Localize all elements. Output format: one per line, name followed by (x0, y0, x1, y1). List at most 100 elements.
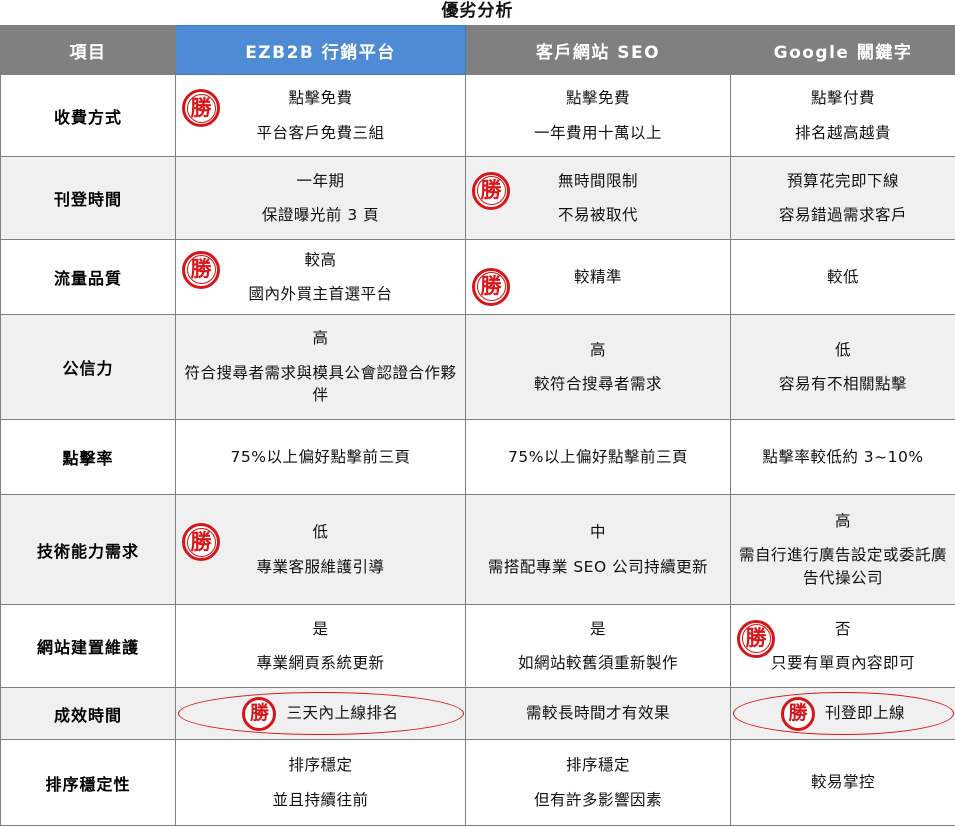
cell-content: 中需搭配專業 SEO 公司持續更新 (466, 515, 730, 584)
table-cell: 高需自行進行廣告設定或委託廣告代操公司 (730, 494, 955, 605)
cell-line: 點擊率較低約 3~10% (762, 447, 924, 466)
cell-line: 國內外買主首選平台 (248, 285, 393, 303)
cell-line: 排序穩定 (288, 756, 353, 775)
table-cell: 勝 點擊免費 平台客戶免費三組 (175, 74, 466, 157)
table-cell: 需較長時間才有效果 (465, 687, 731, 740)
cell-content: 勝刊登即上線 (731, 691, 955, 737)
table-body: 收費方式勝點擊免費 平台客戶免費三組 點擊免費 一年費用十萬以上 點擊付費 排名越高越貴刊… (0, 74, 955, 826)
win-seal-icon: 勝 (780, 696, 815, 731)
cell-line: 高 (834, 511, 851, 530)
cell-line: 點擊免費 (565, 89, 630, 108)
table-cell: 是專業網頁系統更新 (175, 604, 466, 688)
row-label: 收費方式 (0, 74, 176, 157)
cell-content: 是如網站較舊須重新製作 (466, 612, 730, 681)
column-header-ezb2b: EZB2B 行銷平台 (175, 25, 466, 75)
comparison-table: 項目 EZB2B 行銷平台 客戶網站 SEO Google 關鍵字 收費方式勝點… (0, 25, 955, 826)
cell-line: 容易錯過需求客戶 (778, 206, 907, 224)
cell-content: 較易掌控 (731, 765, 955, 799)
table-cell: 點擊付費排名越高越貴 (730, 74, 955, 157)
cell-content: 勝 低專業客服維護引導 (176, 515, 465, 584)
cell-line: 只要有單頁內容即可 (770, 654, 915, 672)
cell-content: 預算花完即下線 容易錯過需求客戶 (731, 164, 955, 233)
cell-line: 較易掌控 (810, 773, 875, 792)
table-row: 成效時間勝三天內上線排名 需較長時間才有效果勝刊登即上線 (0, 687, 955, 740)
cell-content: 勝 較精準 (466, 260, 730, 306)
table-cell: 75%以上偏好點擊前三頁 (175, 419, 466, 495)
win-seal-icon: 勝 (182, 89, 220, 128)
win-seal-icon: 勝 (737, 619, 775, 658)
row-label: 技術能力需求 (0, 494, 176, 605)
win-seal-icon: 勝 (242, 696, 277, 731)
win-seal-icon: 勝 (182, 250, 220, 289)
cell-line: 預算花完即下線 (786, 171, 899, 190)
cell-content: 點擊免費一年費用十萬以上 (466, 81, 730, 150)
cell-line: 是 (312, 619, 329, 638)
table-cell: 勝 較精準 (465, 239, 731, 315)
cell-line: 不易被取代 (557, 206, 638, 224)
cell-line: 一年費用十萬以上 (533, 123, 662, 142)
cell-content: 勝 無時間限制 不易被取代 (466, 164, 730, 233)
cell-content: 是專業網頁系統更新 (176, 612, 465, 681)
cell-line: 中 (589, 523, 606, 542)
table-cell: 較易掌控 (730, 739, 955, 826)
cell-line: 較符合搜尋者需求 (533, 375, 662, 393)
column-header-seo: 客戶網站 SEO (465, 25, 731, 75)
table-header-row: 項目 EZB2B 行銷平台 客戶網站 SEO Google 關鍵字 (0, 25, 955, 75)
table-row: 網站建置維護是專業網頁系統更新是如網站較舊須重新製作勝否只要有單頁內容即可 (0, 604, 955, 688)
table-cell: 預算花完即下線 容易錯過需求客戶 (730, 156, 955, 240)
cell-line: 低 (834, 340, 851, 359)
table-cell: 一年期保證曝光前 3 頁 (175, 156, 466, 240)
cell-content: 勝 否只要有單頁內容即可 (731, 612, 955, 681)
table-cell: 較低 (730, 239, 955, 315)
cell-content: 75%以上偏好點擊前三頁 (176, 440, 465, 474)
table-cell: 勝刊登即上線 (730, 687, 955, 740)
win-seal-icon: 勝 (472, 171, 510, 210)
table-row: 點擊率 75%以上偏好點擊前三頁 75%以上偏好點擊前三頁 點擊率較低約 3~10% (0, 419, 955, 495)
cell-content: 高符合搜尋者需求與模具公會認證合作夥伴 (176, 321, 465, 412)
cell-line: 較低 (826, 267, 859, 286)
table-row: 流量品質勝 較高國內外買主首選平台 勝較精準 較低 (0, 239, 955, 315)
table-row: 公信力高符合搜尋者需求與模具公會認證合作夥伴高較符合搜尋者需求低容易有不相關點擊 (0, 314, 955, 420)
row-label: 流量品質 (0, 239, 176, 315)
cell-content: 一年期保證曝光前 3 頁 (176, 164, 465, 233)
table-cell: 高符合搜尋者需求與模具公會認證合作夥伴 (175, 314, 466, 420)
cell-line: 刊登即上線 (824, 704, 905, 723)
cell-line: 高 (312, 329, 329, 348)
cell-line: 否 (834, 619, 851, 638)
table-cell: 點擊率較低約 3~10% (730, 419, 955, 495)
cell-line: 容易有不相關點擊 (778, 375, 907, 393)
cell-line: 75%以上偏好點擊前三頁 (230, 447, 411, 466)
cell-line: 低 (312, 523, 329, 542)
cell-line: 高 (589, 340, 606, 359)
cell-content: 較低 (731, 260, 955, 294)
cell-line: 一年期 (296, 171, 345, 190)
column-header-google: Google 關鍵字 (730, 25, 955, 75)
table-cell: 是如網站較舊須重新製作 (465, 604, 731, 688)
cell-line: 點擊付費 (810, 89, 875, 108)
row-label: 排序穩定性 (0, 739, 176, 826)
cell-line: 並且持續往前 (272, 790, 369, 809)
table-cell: 勝 否只要有單頁內容即可 (730, 604, 955, 688)
row-label: 成效時間 (0, 687, 176, 740)
table-cell: 勝 無時間限制 不易被取代 (465, 156, 731, 240)
cell-line: 需自行進行廣告設定或委託廣告代操公司 (738, 546, 947, 587)
cell-content: 高需自行進行廣告設定或委託廣告代操公司 (731, 504, 955, 595)
cell-content: 點擊率較低約 3~10% (731, 440, 955, 474)
table-row: 排序穩定性 排序穩定並且持續往前 排序穩定 但有許多影響因素 較易掌控 (0, 739, 955, 826)
cell-line: 專業網頁系統更新 (256, 654, 385, 672)
table-cell: 75%以上偏好點擊前三頁 (465, 419, 731, 495)
cell-line: 三天內上線排名 (286, 704, 399, 723)
cell-content: 排序穩定 但有許多影響因素 (466, 748, 730, 817)
cell-line: 較高 (304, 250, 337, 269)
cell-line: 排名越高越貴 (794, 123, 891, 142)
cell-line: 需較長時間才有效果 (525, 704, 670, 723)
row-label: 點擊率 (0, 419, 176, 495)
cell-content: 勝 點擊免費 平台客戶免費三組 (176, 81, 465, 150)
table-cell: 低容易有不相關點擊 (730, 314, 955, 420)
cell-line: 如網站較舊須重新製作 (517, 654, 678, 672)
cell-content: 75%以上偏好點擊前三頁 (466, 440, 730, 474)
row-label: 網站建置維護 (0, 604, 176, 688)
cell-line: 點擊免費 (288, 89, 353, 108)
cell-line: 保證曝光前 3 頁 (261, 206, 380, 224)
